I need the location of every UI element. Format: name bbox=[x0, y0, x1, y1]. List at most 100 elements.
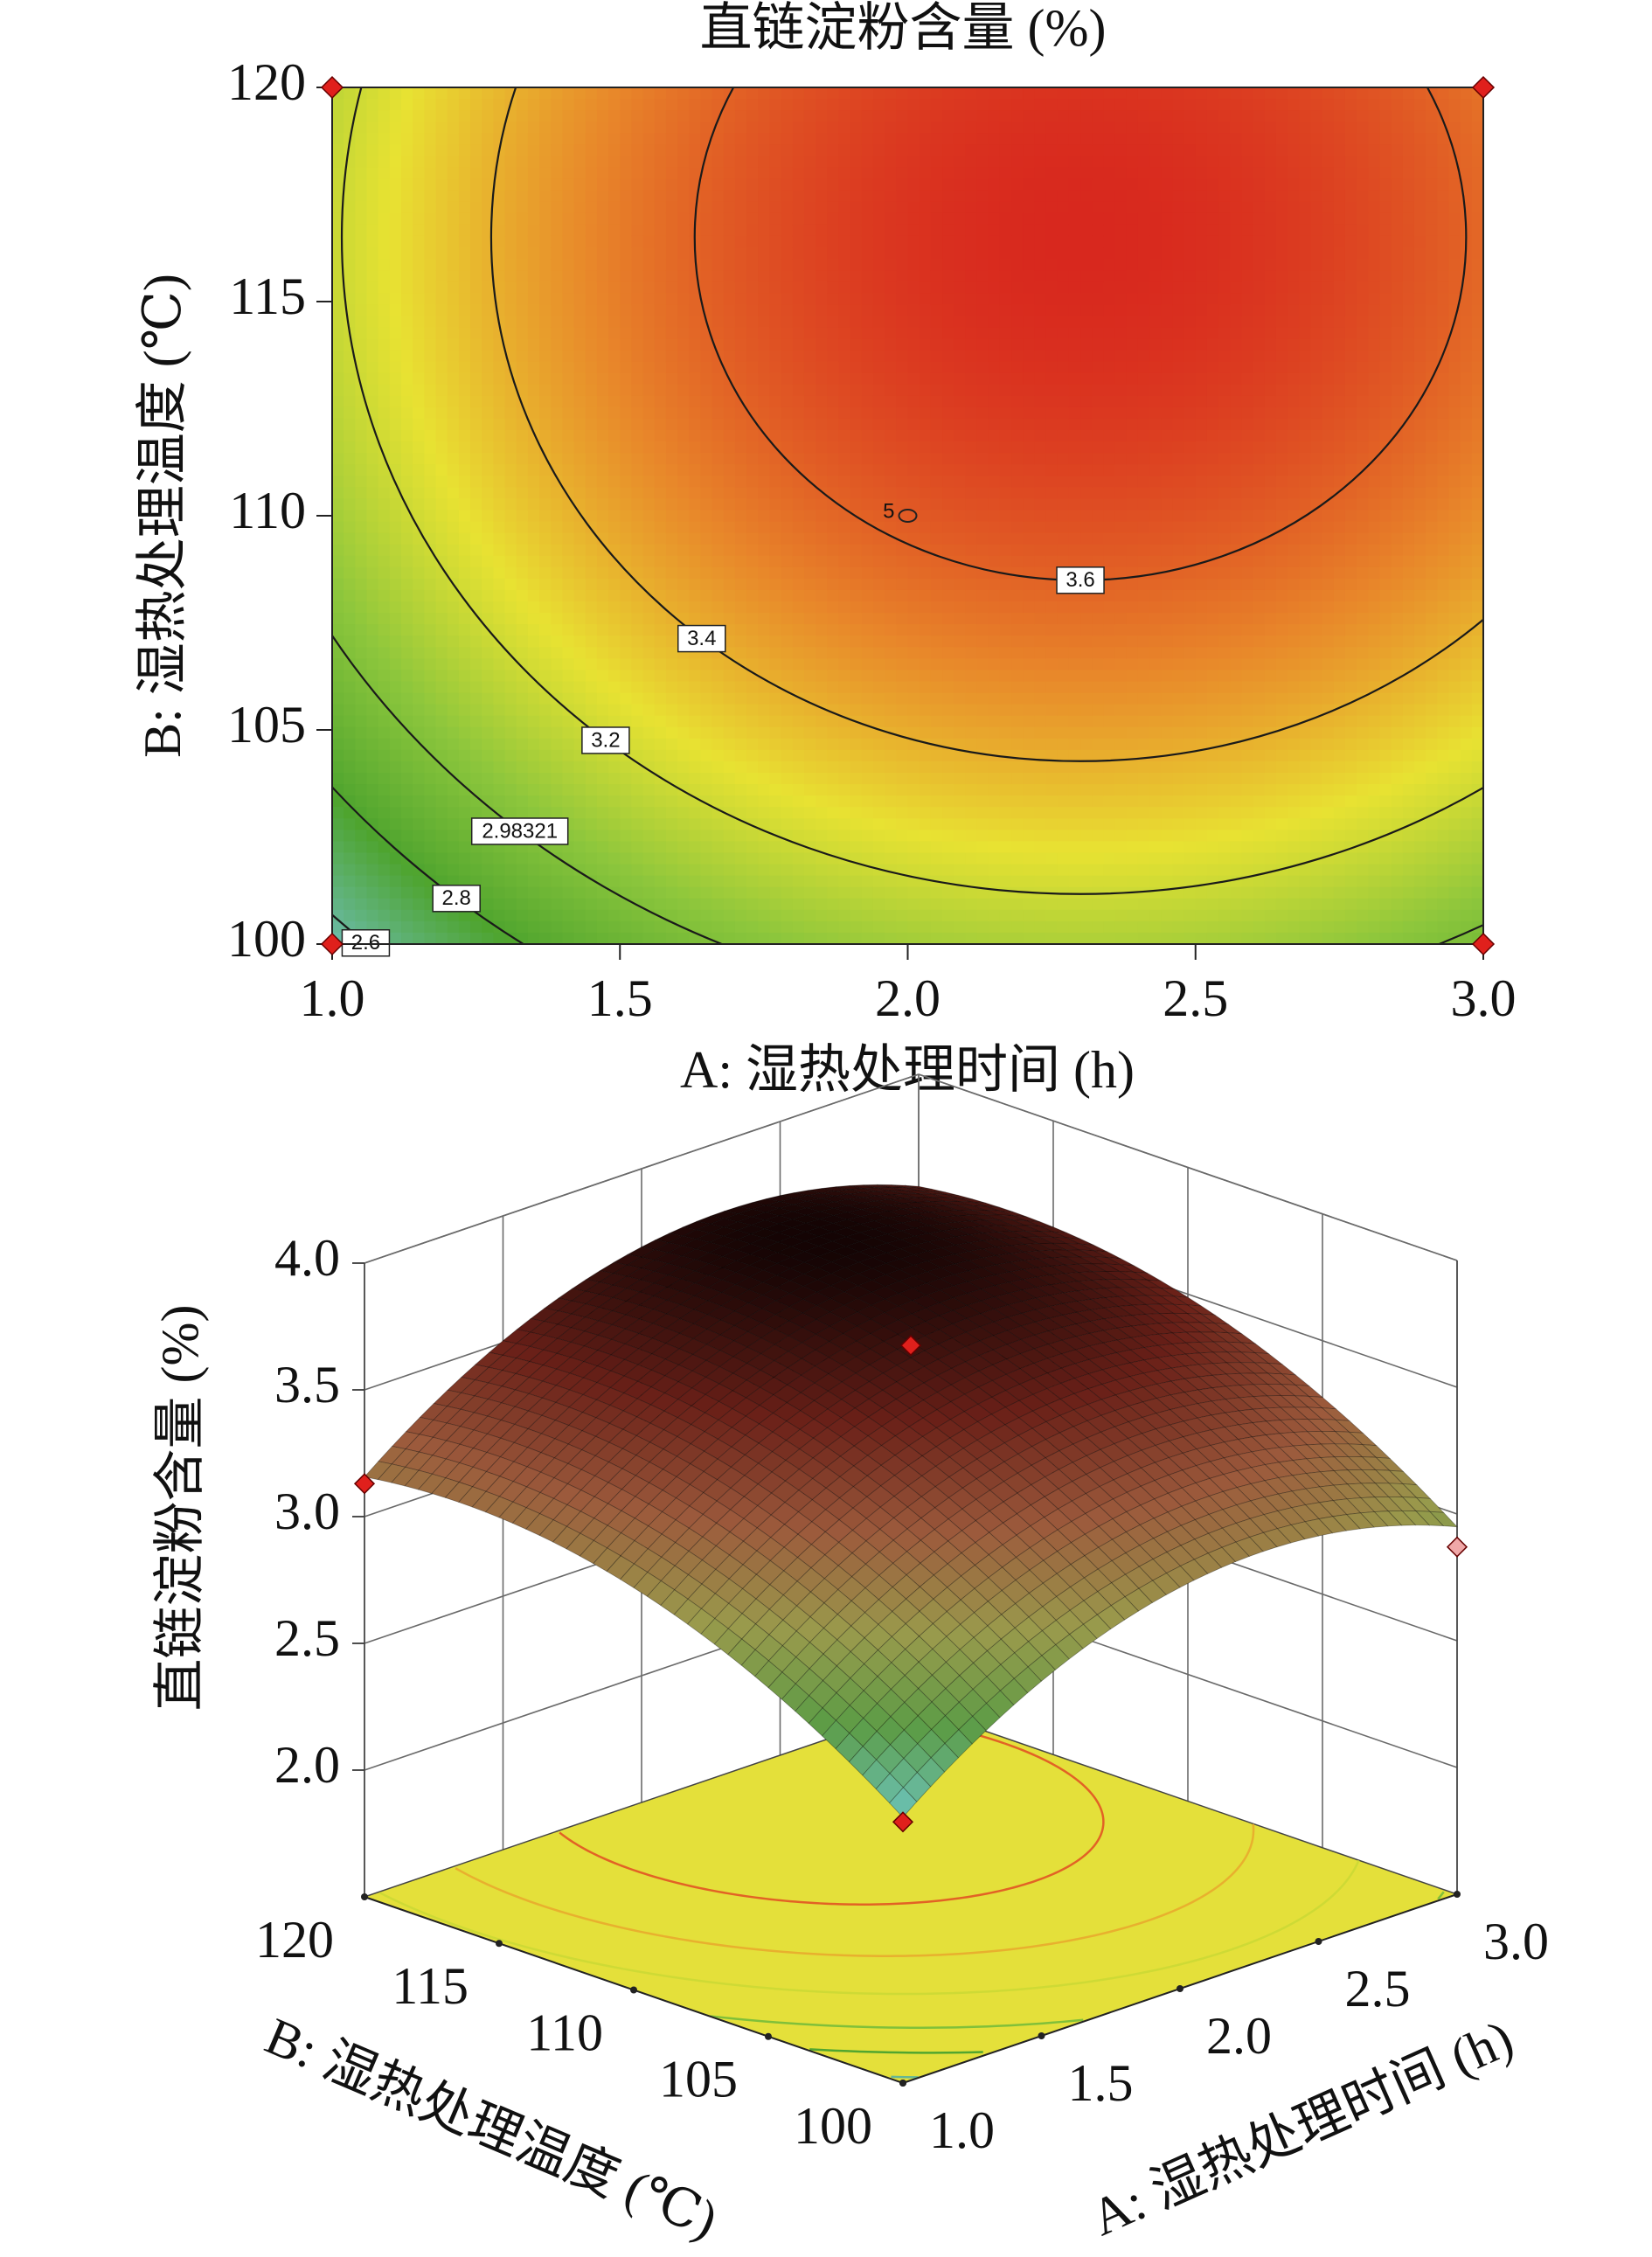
heat-cell bbox=[734, 224, 747, 237]
heat-cell bbox=[551, 498, 564, 511]
heat-cell bbox=[596, 784, 609, 796]
heat-cell bbox=[389, 316, 402, 329]
heat-cell bbox=[954, 281, 967, 294]
heat-cell bbox=[700, 87, 713, 100]
heat-cell bbox=[642, 521, 656, 534]
heat-cell bbox=[758, 235, 771, 248]
heat-cell bbox=[585, 487, 598, 500]
heat-cell bbox=[654, 624, 667, 636]
heat-cell bbox=[711, 476, 725, 489]
heat-cell bbox=[1034, 281, 1047, 294]
heat-cell bbox=[930, 920, 943, 934]
heat-cell bbox=[424, 190, 437, 203]
heat-cell bbox=[389, 932, 402, 944]
heat-cell bbox=[1045, 327, 1059, 340]
heat-cell bbox=[413, 773, 426, 785]
heat-cell bbox=[861, 555, 874, 568]
heat-cell bbox=[827, 624, 840, 636]
heat-cell bbox=[332, 293, 344, 306]
heat-cell bbox=[539, 807, 552, 820]
heat-cell bbox=[838, 795, 851, 808]
heat-cell bbox=[355, 281, 368, 294]
heat-cell bbox=[976, 784, 989, 796]
heat-cell bbox=[758, 544, 771, 557]
heat-cell bbox=[470, 122, 483, 135]
heat-cell bbox=[942, 510, 954, 523]
heat-cell bbox=[803, 555, 816, 568]
heat-cell bbox=[723, 784, 736, 796]
heat-cell bbox=[689, 510, 702, 523]
heat-cell bbox=[1092, 476, 1105, 489]
heat-cell bbox=[482, 201, 495, 214]
heat-cell bbox=[896, 441, 909, 454]
heat-cell bbox=[332, 784, 344, 796]
heat-cell bbox=[344, 601, 357, 614]
heat-cell bbox=[573, 384, 587, 397]
heat-cell bbox=[907, 110, 920, 122]
heat-cell bbox=[573, 784, 587, 796]
heat-cell bbox=[1057, 190, 1070, 203]
heat-cell bbox=[378, 110, 391, 122]
heat-cell bbox=[1034, 144, 1047, 157]
heat-cell bbox=[516, 909, 529, 922]
heat-cell bbox=[551, 864, 564, 877]
heat-cell bbox=[758, 875, 771, 888]
heat-cell bbox=[413, 658, 426, 671]
heat-cell bbox=[999, 807, 1012, 820]
heat-cell bbox=[516, 875, 529, 888]
heat-cell bbox=[1045, 920, 1059, 934]
heat-cell bbox=[620, 304, 633, 317]
heat-cell bbox=[999, 875, 1012, 888]
heat-cell bbox=[344, 886, 357, 899]
heat-cell bbox=[885, 852, 898, 865]
heat-cell bbox=[620, 704, 633, 717]
heat-cell bbox=[620, 224, 633, 237]
heat-cell bbox=[585, 715, 598, 728]
heat-cell bbox=[482, 395, 495, 408]
heat-cell bbox=[827, 430, 840, 442]
heat-cell bbox=[378, 338, 391, 351]
heat-cell bbox=[504, 726, 517, 740]
heat-cell bbox=[573, 178, 587, 191]
heat-cell bbox=[493, 932, 506, 944]
heat-cell bbox=[470, 190, 483, 203]
heat-cell bbox=[954, 464, 967, 477]
heat-cell bbox=[827, 920, 840, 934]
heat-cell bbox=[816, 532, 829, 545]
heat-cell bbox=[711, 270, 725, 282]
heat-cell bbox=[482, 578, 495, 591]
heat-cell bbox=[665, 670, 678, 683]
heat-cell bbox=[424, 167, 437, 180]
heat-cell bbox=[665, 932, 678, 944]
heat-cell bbox=[861, 920, 874, 934]
heat-cell bbox=[654, 133, 667, 146]
heat-cell bbox=[562, 224, 575, 237]
heat-cell bbox=[424, 156, 437, 169]
heat-cell bbox=[1068, 259, 1081, 271]
heat-cell bbox=[999, 281, 1012, 294]
heat-cell bbox=[872, 87, 885, 100]
heat-cell bbox=[803, 350, 816, 363]
heat-cell bbox=[758, 304, 771, 317]
heat-cell bbox=[734, 476, 747, 489]
heat-cell bbox=[711, 498, 725, 511]
heat-cell bbox=[573, 818, 587, 831]
heat-cell bbox=[988, 167, 1001, 180]
heat-cell bbox=[631, 852, 644, 865]
heat-cell bbox=[1068, 920, 1081, 934]
heat-cell bbox=[954, 122, 967, 135]
heat-cell bbox=[413, 692, 426, 705]
heat-cell bbox=[872, 281, 885, 294]
heat-cell bbox=[504, 167, 517, 180]
heat-cell bbox=[999, 247, 1012, 260]
heat-cell bbox=[596, 178, 609, 191]
heat-cell bbox=[1068, 190, 1081, 203]
heat-cell bbox=[573, 201, 587, 214]
heat-cell bbox=[378, 384, 391, 397]
heat-cell bbox=[861, 852, 874, 865]
heat-cell bbox=[734, 87, 747, 100]
heat-cell bbox=[689, 201, 702, 214]
heat-cell bbox=[1092, 201, 1105, 214]
heat-cell bbox=[470, 760, 483, 774]
heat-cell bbox=[976, 681, 989, 694]
